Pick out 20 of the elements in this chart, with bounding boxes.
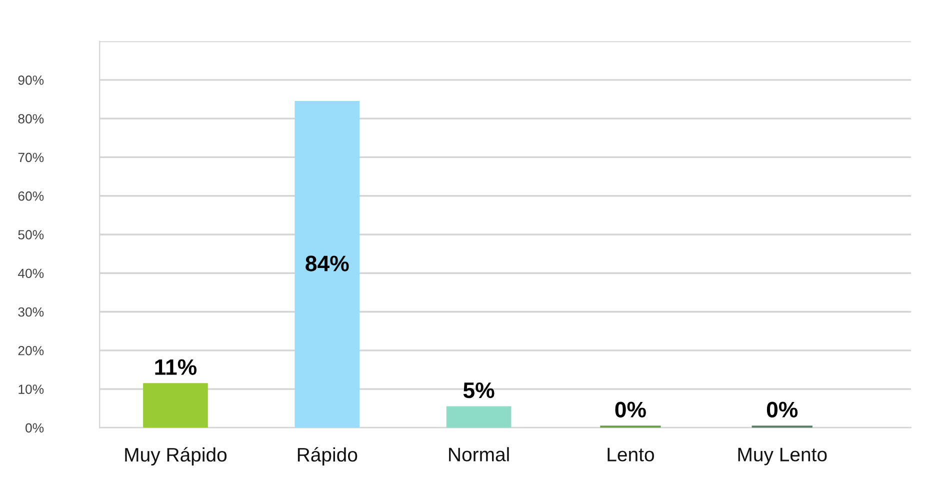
y-tick-label: 70%	[18, 152, 44, 162]
x-tick-label: Rápido	[298, 447, 358, 466]
data-label: 0%	[615, 402, 646, 418]
y-tick-label: 10%	[18, 384, 44, 394]
data-label: 5%	[463, 382, 494, 398]
x-tick-label: Lento	[608, 448, 654, 462]
y-tick-label: 30%	[18, 307, 44, 317]
y-tick-label: 90%	[18, 76, 44, 85]
y-tick-label: 40%	[18, 268, 44, 278]
data-label: 11%	[155, 359, 197, 375]
y-tick-label: 60%	[18, 191, 44, 201]
x-tick-label: Normal	[449, 447, 509, 462]
y-tick-label: 80%	[18, 114, 44, 124]
x-tick-label: Muy Lento	[738, 448, 827, 466]
y-tick-label: 0%	[26, 423, 44, 433]
data-label: 0%	[766, 402, 798, 418]
x-tick-label: Muy Rápido	[125, 447, 227, 466]
y-tick-label: 20%	[18, 346, 44, 356]
y-tick-label: 50%	[18, 230, 44, 240]
data-label: 84%	[306, 256, 349, 272]
